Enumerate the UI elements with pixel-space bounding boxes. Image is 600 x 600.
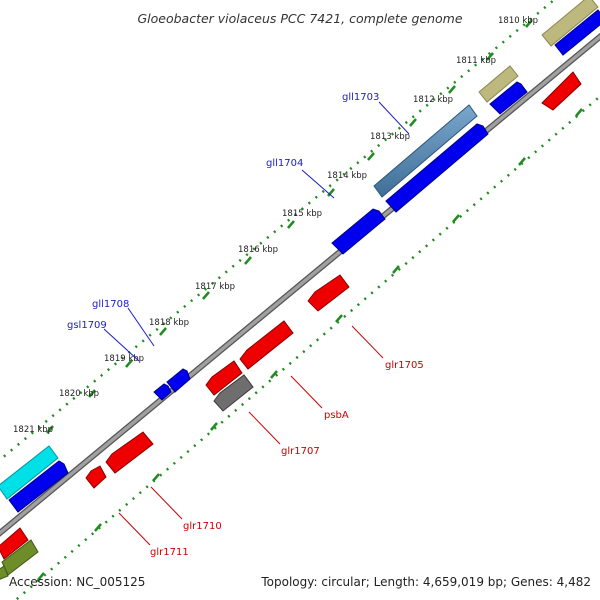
gene-leader-lines <box>103 101 410 546</box>
gene-gsl1709[interactable] <box>153 383 172 401</box>
tick-mark <box>409 118 417 127</box>
genome-backbone <box>0 32 600 537</box>
leader-gsl1709 <box>103 328 140 362</box>
genome-summary-text: Topology: circular; Length: 4,659,019 bp… <box>260 575 591 589</box>
gene-arrow-forward[interactable] <box>331 208 386 255</box>
tick-mark <box>367 152 375 161</box>
leader-glr1711 <box>118 512 151 546</box>
label-gll1703[interactable]: gll1703 <box>342 92 379 103</box>
label-psbA[interactable]: psbA <box>324 410 349 421</box>
kbp-label: 1813 kbp <box>370 132 410 142</box>
tick-mark <box>452 214 460 223</box>
label-gll1708[interactable]: gll1708 <box>92 299 129 310</box>
tick-mark <box>88 389 96 398</box>
tick-mark <box>575 108 583 117</box>
tick-mark <box>287 220 295 229</box>
kbp-label: 1820 kbp <box>59 389 99 399</box>
tick-mark <box>392 265 400 274</box>
label-glr1710[interactable]: glr1710 <box>183 521 222 532</box>
kbp-tick-marks <box>46 19 533 434</box>
tick-mark <box>46 425 54 434</box>
tick-mark <box>486 52 494 61</box>
gene-gll1708[interactable] <box>166 368 191 393</box>
tick-mark <box>94 523 102 532</box>
gene-arrow-forward[interactable] <box>8 460 69 513</box>
label-glr1705[interactable]: glr1705 <box>385 360 424 371</box>
gene-gll1703[interactable] <box>373 104 478 198</box>
gene-glr1705[interactable] <box>307 274 350 312</box>
gene-gll1704[interactable] <box>385 123 489 213</box>
dotted-track-inner <box>13 94 600 600</box>
kbp-label: 1815 kbp <box>282 209 322 219</box>
tick-mark <box>244 256 252 265</box>
gene-arrow-reverse[interactable] <box>541 71 582 111</box>
accession-text: Accession: NC_005125 <box>9 575 145 589</box>
kbp-label: 1821 kbp <box>13 425 53 435</box>
gene-glr1711[interactable] <box>85 465 107 489</box>
kbp-label: 1810 kbp <box>498 16 538 26</box>
leader-gll1704 <box>301 169 335 199</box>
tick-mark <box>327 188 335 197</box>
leader-glr1705 <box>351 325 384 359</box>
leader-gll1703 <box>378 101 410 135</box>
tick-mark <box>125 359 133 368</box>
leader-psbA <box>290 375 323 409</box>
label-glr1707[interactable]: glr1707 <box>281 446 320 457</box>
dotted-track-outer <box>0 0 556 462</box>
gene-labels: gll1703 gll1704 gll1708 gsl1709 glr1705 … <box>67 92 424 558</box>
kbp-label: 1811 kbp <box>456 56 496 66</box>
kbp-label: 1817 kbp <box>195 282 235 292</box>
gene-arrow-reverse[interactable] <box>0 527 29 560</box>
forward-genes <box>0 0 600 513</box>
kbp-labels: 1810 kbp 1811 kbp 1812 kbp 1813 kbp 1814… <box>13 16 538 435</box>
tick-mark <box>335 314 343 323</box>
tick-mark <box>202 291 210 300</box>
label-glr1711[interactable]: glr1711 <box>150 547 189 558</box>
gene-olive-feature[interactable] <box>478 65 519 103</box>
label-gsl1709[interactable]: gsl1709 <box>67 320 107 331</box>
kbp-label: 1812 kbp <box>413 95 453 105</box>
gene-olive-feature[interactable] <box>541 0 599 47</box>
gene-psbA[interactable] <box>239 320 294 370</box>
tick-mark <box>152 473 160 482</box>
kbp-label: 1816 kbp <box>238 245 278 255</box>
gene-glr1710[interactable] <box>105 431 154 474</box>
gene-cyan-feature[interactable] <box>0 445 59 500</box>
leader-glr1710 <box>150 486 183 520</box>
gene-glr1707[interactable] <box>213 374 254 412</box>
kbp-label: 1814 kbp <box>327 171 367 181</box>
tick-mark <box>525 19 533 28</box>
label-gll1704[interactable]: gll1704 <box>266 158 303 169</box>
tick-mark <box>448 85 456 94</box>
tick-mark <box>518 157 526 166</box>
kbp-label: 1819 kbp <box>104 354 144 364</box>
inner-tick-marks <box>37 108 583 581</box>
tick-mark <box>159 327 167 336</box>
gene-arrow-reverse[interactable] <box>205 360 243 396</box>
gene-olive-green-feature[interactable] <box>0 565 9 580</box>
leader-glr1707 <box>248 411 281 445</box>
tick-mark <box>37 572 45 581</box>
gene-arrow-forward[interactable] <box>489 81 528 115</box>
gene-arrow-forward[interactable] <box>554 9 600 56</box>
kbp-label: 1818 kbp <box>149 318 189 328</box>
tick-mark <box>270 370 278 379</box>
reverse-genes <box>0 71 582 580</box>
tick-mark <box>210 422 218 431</box>
leader-gll1708 <box>127 307 155 347</box>
genome-title: Gloeobacter violaceus PCC 7421, complete… <box>137 11 462 26</box>
